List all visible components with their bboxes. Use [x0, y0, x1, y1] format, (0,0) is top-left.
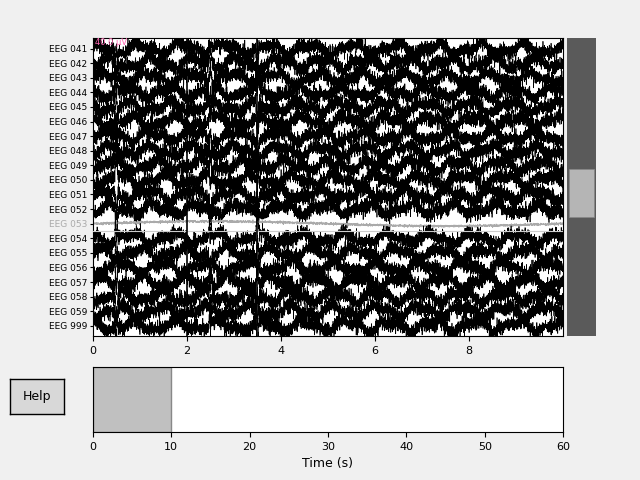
Text: Help: Help [22, 390, 51, 403]
Text: 40.0 μV: 40.0 μV [95, 37, 127, 47]
X-axis label: Time (s): Time (s) [303, 457, 353, 470]
FancyBboxPatch shape [570, 169, 593, 217]
FancyBboxPatch shape [93, 367, 172, 432]
